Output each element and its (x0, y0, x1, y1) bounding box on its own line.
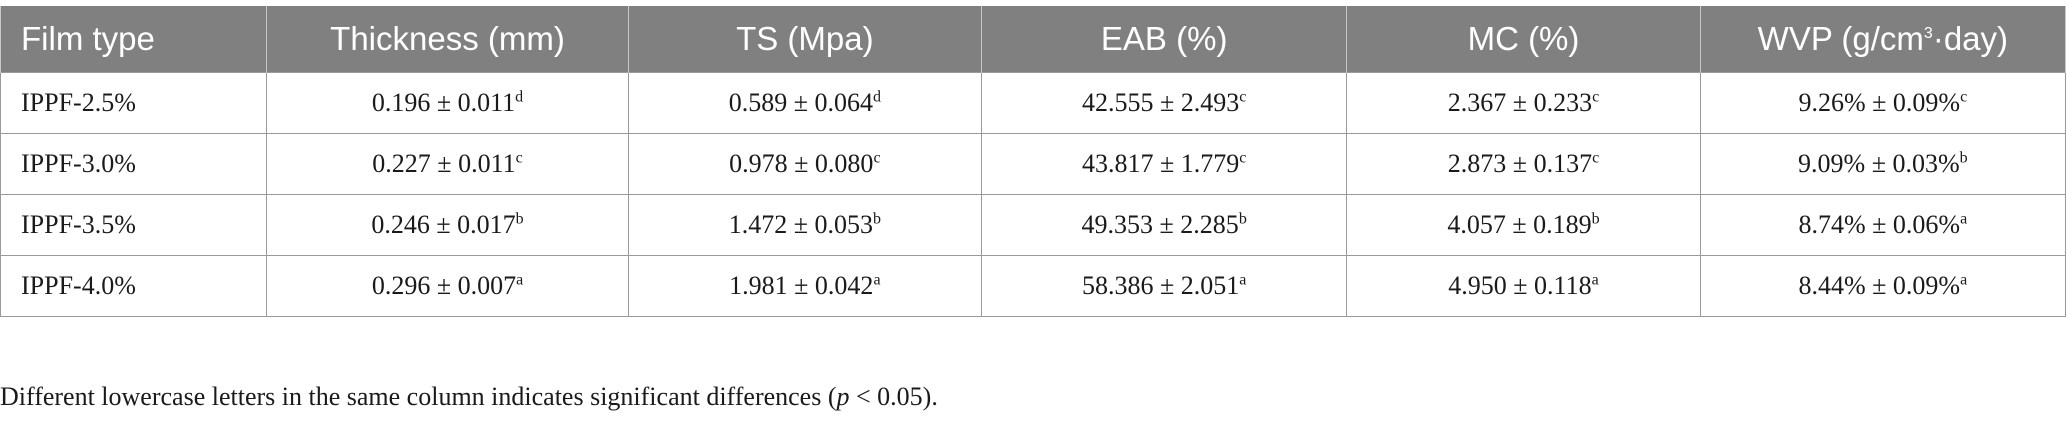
table-row: IPPF-3.5% 0.246 ± 0.017b 1.472 ± 0.053b … (0, 194, 2067, 256)
film-type-cell: IPPF-3.0% (0, 133, 268, 195)
mc-cell: 2.873 ± 0.137c (1346, 133, 1701, 195)
header-cell-thickness: Thickness (mm) (266, 6, 629, 73)
wvp-cell: 8.74% ± 0.06%a (1699, 194, 2067, 256)
header-cell-mc: MC (%) (1346, 6, 1701, 73)
thickness-cell: 0.196 ± 0.011d (266, 72, 629, 134)
eab-cell: 58.386 ± 2.051a (981, 255, 1348, 317)
wvp-cell: 9.09% ± 0.03%b (1699, 133, 2067, 195)
header-cell-eab: EAB (%) (981, 6, 1348, 73)
table-footnote: Different lowercase letters in the same … (0, 382, 938, 411)
header-cell-film-type: Film type (0, 6, 268, 73)
table-row: IPPF-2.5% 0.196 ± 0.011d 0.589 ± 0.064d … (0, 72, 2067, 134)
header-row: Film type Thickness (mm) TS (Mpa) EAB (%… (0, 6, 2067, 73)
mc-cell: 2.367 ± 0.233c (1346, 72, 1701, 134)
header-cell-wvp: WVP (g/cm3·day) (1699, 6, 2067, 73)
thickness-cell: 0.227 ± 0.011c (266, 133, 629, 195)
results-table-container: Film type Thickness (mm) TS (Mpa) EAB (%… (0, 6, 2068, 317)
ts-cell: 1.472 ± 0.053b (627, 194, 983, 256)
ts-cell: 0.978 ± 0.080c (627, 133, 983, 195)
film-type-cell: IPPF-3.5% (0, 194, 268, 256)
eab-cell: 43.817 ± 1.779c (981, 133, 1348, 195)
eab-cell: 49.353 ± 2.285b (981, 194, 1348, 256)
thickness-cell: 0.296 ± 0.007a (266, 255, 629, 317)
film-type-cell: IPPF-4.0% (0, 255, 268, 317)
ts-cell: 0.589 ± 0.064d (627, 72, 983, 134)
wvp-cell: 9.26% ± 0.09%c (1699, 72, 2067, 134)
film-properties-table: Film type Thickness (mm) TS (Mpa) EAB (%… (0, 6, 2067, 317)
header-cell-ts: TS (Mpa) (627, 6, 983, 73)
ts-cell: 1.981 ± 0.042a (627, 255, 983, 317)
mc-cell: 4.950 ± 0.118a (1346, 255, 1701, 317)
thickness-cell: 0.246 ± 0.017b (266, 194, 629, 256)
eab-cell: 42.555 ± 2.493c (981, 72, 1348, 134)
film-type-cell: IPPF-2.5% (0, 72, 268, 134)
table-row: IPPF-3.0% 0.227 ± 0.011c 0.978 ± 0.080c … (0, 133, 2067, 195)
table-row: IPPF-4.0% 0.296 ± 0.007a 1.981 ± 0.042a … (0, 255, 2067, 317)
mc-cell: 4.057 ± 0.189b (1346, 194, 1701, 256)
wvp-cell: 8.44% ± 0.09%a (1699, 255, 2067, 317)
